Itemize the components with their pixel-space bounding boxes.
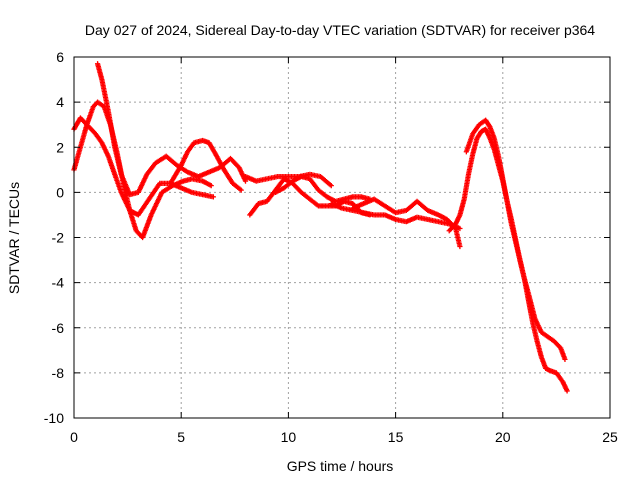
x-tick-label: 15 xyxy=(388,429,404,445)
data-point-marker xyxy=(238,187,244,193)
y-tick-label: -4 xyxy=(52,275,65,291)
data-point-marker xyxy=(210,194,216,200)
data-point-marker xyxy=(328,183,334,189)
data-point-marker xyxy=(242,178,249,184)
series-satellite-track-10 xyxy=(446,126,568,362)
series-satellite-track-3 xyxy=(94,61,249,198)
y-tick-label: -8 xyxy=(52,365,65,381)
y-tick-label: -6 xyxy=(52,320,65,336)
data-point-marker xyxy=(457,243,463,250)
x-tick-label: 25 xyxy=(602,429,618,445)
series-satellite-track-7 xyxy=(272,173,373,204)
x-tick-label: 10 xyxy=(281,429,297,445)
x-tick-label: 20 xyxy=(495,429,511,445)
chart-title: Day 027 of 2024, Sidereal Day-to-day VTE… xyxy=(85,22,595,38)
y-tick-label: 6 xyxy=(56,49,64,65)
x-tick-label: 5 xyxy=(177,429,185,445)
x-tick-label: 0 xyxy=(70,429,78,445)
data-point-marker xyxy=(562,356,568,362)
y-tick-label: 4 xyxy=(56,94,64,110)
y-tick-label: 2 xyxy=(56,139,64,155)
series-satellite-track-11 xyxy=(463,117,570,394)
series-satellite-track-4 xyxy=(167,137,244,193)
y-tick-label: -10 xyxy=(44,410,64,426)
axis-ticks: 0 5 10 15 20 25 -10 -8 -6 -4 -2 0 2 4 6 xyxy=(44,49,618,445)
series-satellite-track-1 xyxy=(71,115,216,218)
y-tick-label: -2 xyxy=(52,230,65,246)
series-satellite-track-2 xyxy=(71,99,214,241)
grid xyxy=(74,57,610,418)
y-tick-label: 0 xyxy=(56,184,64,200)
data-point-marker xyxy=(208,183,214,189)
data-series xyxy=(71,61,570,394)
y-axis-label: SDTVAR / TECUs xyxy=(6,182,22,294)
data-point-marker xyxy=(564,388,570,394)
x-axis-label: GPS time / hours xyxy=(287,458,394,474)
